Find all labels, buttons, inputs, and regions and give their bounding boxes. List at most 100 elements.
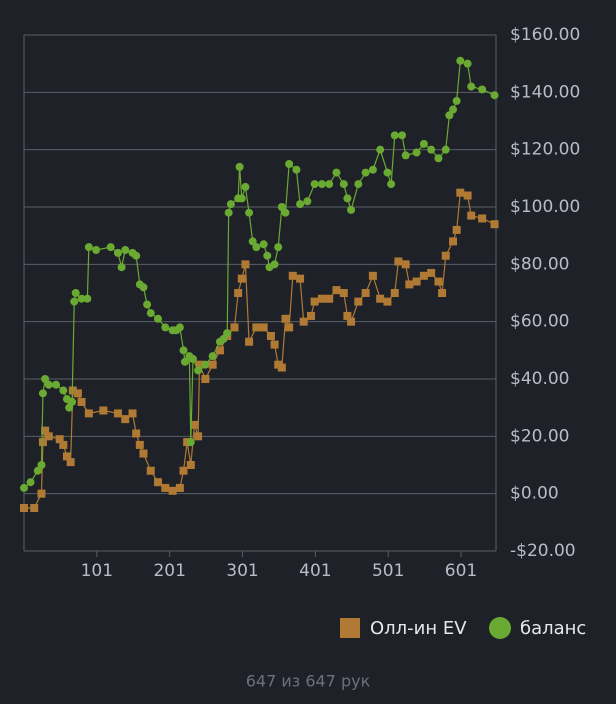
circle-marker [70,297,79,306]
circle-marker [59,386,68,395]
circle-marker [310,180,319,189]
circle-marker [467,82,476,91]
y-tick-label: -$20.00 [510,541,576,561]
square-marker [427,268,436,277]
x-tick-label: 501 [372,561,404,581]
circle-marker [449,105,458,114]
circle-marker [132,251,141,260]
circle-marker [44,380,53,389]
circle-marker [237,194,246,203]
circle-marker [354,180,363,189]
series [20,188,499,512]
circle-marker [277,203,286,211]
circle-marker [143,300,152,309]
square-marker [299,317,308,326]
circle-marker [194,366,203,375]
square-marker [186,461,195,469]
square-marker [270,340,279,349]
circle-marker [83,294,92,303]
square-marker [241,260,250,269]
series-line [24,191,495,509]
legend-item: баланс [489,617,586,639]
y-tick-label: $80.00 [510,254,569,274]
circle-marker [139,283,148,292]
circle-marker [179,346,188,355]
circle-marker [106,243,115,252]
circle-marker [224,208,233,217]
square-marker [325,294,334,303]
square-marker [41,426,50,435]
legend-item: Олл-ин EV [340,618,467,639]
circle-marker [383,168,392,177]
x-tick-label: 301 [226,561,258,581]
circle-marker [92,246,101,254]
circle-marker [223,329,232,338]
square-marker [132,429,141,438]
square-marker [20,504,28,512]
square-marker [347,317,356,326]
square-marker [390,289,399,297]
square-marker [66,458,75,467]
square-marker [194,432,203,441]
square-marker [452,225,461,234]
circle-marker [77,294,86,303]
square-marker [405,280,414,289]
circle-marker [281,208,290,217]
square-marker [266,332,275,340]
square-marker [73,389,82,398]
square-marker [62,452,71,461]
circle-marker [441,145,450,154]
square-marker [434,277,443,286]
circle-marker [401,151,410,160]
square-marker [121,415,130,424]
square-marker [113,409,122,418]
square-marker [281,314,290,323]
legend-swatch [340,618,360,638]
circle-marker [121,246,130,254]
circle-marker [38,389,47,398]
square-marker [401,260,410,269]
square-marker [38,438,47,447]
square-marker [59,440,68,449]
square-marker [230,323,239,332]
circle-marker [390,131,399,140]
circle-marker [180,357,189,366]
square-marker [201,375,210,383]
square-marker [237,274,246,283]
y-tick-label: $160.00 [510,25,580,45]
y-tick-label: $120.00 [510,140,580,160]
footer: 647 из 647 рук [246,672,371,691]
square-marker [368,271,377,280]
circle-marker [419,139,428,148]
circle-marker [226,200,235,209]
y-tick-label: $100.00 [510,197,580,217]
circle-marker [263,251,272,260]
square-marker [190,420,199,429]
square-marker [339,289,348,297]
circle-marker [434,154,443,163]
square-marker [277,363,286,372]
x-tick-label: 201 [153,561,185,581]
circle-marker [376,145,385,154]
circle-marker [146,309,155,318]
circle-marker [456,56,465,65]
circle-marker [285,160,294,168]
square-marker [441,251,450,260]
square-marker [467,211,476,220]
square-marker [296,274,305,283]
y-tick-label: $140.00 [510,82,580,102]
circle-marker [84,243,93,252]
square-marker [195,360,204,369]
circle-marker [37,461,46,469]
square-marker [478,214,487,223]
circle-marker [186,438,195,447]
circle-marker [296,200,305,209]
circle-marker [343,194,352,203]
circle-marker [154,314,163,323]
square-marker [310,297,319,306]
circle-marker [412,148,421,157]
square-marker [288,271,297,280]
square-marker [361,289,370,297]
circle-marker [332,168,341,177]
